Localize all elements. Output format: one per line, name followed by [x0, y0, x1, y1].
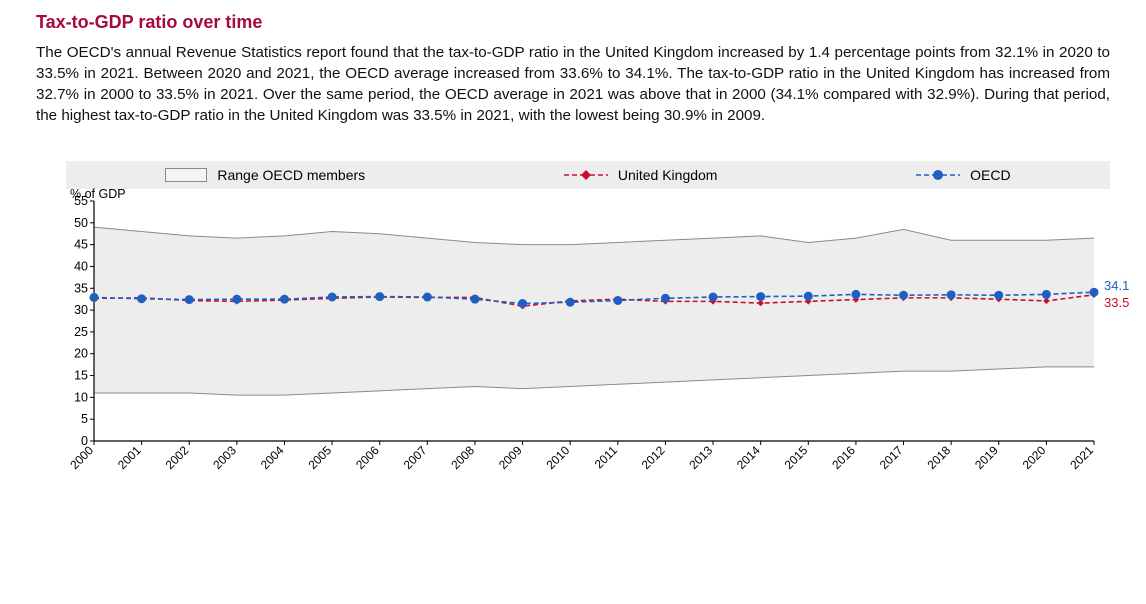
x-tick-label: 2011 — [592, 443, 620, 471]
oecd-marker — [1090, 288, 1099, 297]
x-tick-label: 2017 — [877, 443, 906, 472]
y-tick-label: 35 — [74, 281, 88, 295]
section-title: Tax-to-GDP ratio over time — [36, 12, 1110, 33]
x-tick-label: 2006 — [353, 443, 382, 472]
chart-container: % of GDP 0510152025303540455055200020012… — [66, 189, 1110, 489]
chart-legend: Range OECD members United Kingdom OECD — [66, 161, 1110, 189]
uk-end-label: 33.5 — [1104, 295, 1129, 310]
y-tick-label: 45 — [74, 238, 88, 252]
oecd-marker — [851, 290, 860, 299]
x-tick-label: 2003 — [210, 443, 239, 472]
x-tick-label: 2014 — [734, 443, 763, 472]
oecd-marker — [518, 299, 527, 308]
x-tick-label: 2021 — [1067, 443, 1096, 472]
y-tick-label: 10 — [74, 390, 88, 404]
oecd-marker — [756, 292, 765, 301]
oecd-marker — [90, 293, 99, 302]
x-tick-label: 2004 — [258, 443, 287, 472]
oecd-marker — [1042, 290, 1051, 299]
legend-range-label: Range OECD members — [217, 167, 365, 183]
x-tick-label: 2020 — [1020, 443, 1049, 472]
oecd-marker — [804, 292, 813, 301]
oecd-marker — [375, 292, 384, 301]
uk-swatch-icon — [564, 168, 608, 182]
y-tick-label: 20 — [74, 347, 88, 361]
oecd-swatch-icon — [916, 168, 960, 182]
x-tick-label: 2013 — [686, 443, 715, 472]
legend-oecd-label: OECD — [970, 167, 1010, 183]
oecd-marker — [470, 295, 479, 304]
x-tick-label: 2008 — [448, 443, 477, 472]
legend-uk-label: United Kingdom — [618, 167, 718, 183]
time-series-chart: 0510152025303540455055200020012002200320… — [66, 189, 1146, 497]
range-band — [94, 227, 1094, 395]
legend-range: Range OECD members — [165, 167, 365, 183]
x-tick-label: 2012 — [639, 443, 668, 472]
range-swatch-icon — [165, 168, 207, 182]
x-tick-label: 2009 — [496, 443, 525, 472]
y-tick-label: 40 — [74, 259, 88, 273]
legend-oecd: OECD — [916, 167, 1010, 183]
x-tick-label: 2019 — [972, 443, 1001, 472]
oecd-marker — [613, 296, 622, 305]
oecd-marker — [185, 295, 194, 304]
y-tick-label: 25 — [74, 325, 88, 339]
x-tick-label: 2005 — [305, 443, 334, 472]
oecd-marker — [661, 294, 670, 303]
x-tick-label: 2000 — [67, 443, 96, 472]
oecd-marker — [899, 291, 908, 300]
oecd-marker — [328, 292, 337, 301]
y-tick-label: 5 — [81, 412, 88, 426]
y-tick-label: 30 — [74, 303, 88, 317]
body-paragraph: The OECD's annual Revenue Statistics rep… — [36, 43, 1110, 127]
oecd-marker — [423, 292, 432, 301]
x-tick-label: 2016 — [829, 443, 858, 472]
oecd-marker — [280, 295, 289, 304]
oecd-marker — [137, 294, 146, 303]
x-tick-label: 2010 — [544, 443, 573, 472]
oecd-marker — [994, 291, 1003, 300]
y-tick-label: 15 — [74, 368, 88, 382]
y-axis-title: % of GDP — [70, 187, 126, 201]
x-tick-label: 2001 — [115, 443, 144, 472]
x-tick-label: 2015 — [782, 443, 811, 472]
x-tick-label: 2018 — [924, 443, 953, 472]
legend-uk: United Kingdom — [564, 167, 718, 183]
oecd-marker — [947, 290, 956, 299]
x-tick-label: 2007 — [401, 443, 430, 472]
oecd-marker — [566, 298, 575, 307]
oecd-marker — [709, 292, 718, 301]
y-tick-label: 50 — [74, 216, 88, 230]
oecd-end-label: 34.1 — [1104, 278, 1129, 293]
oecd-marker — [232, 295, 241, 304]
x-tick-label: 2002 — [163, 443, 192, 472]
